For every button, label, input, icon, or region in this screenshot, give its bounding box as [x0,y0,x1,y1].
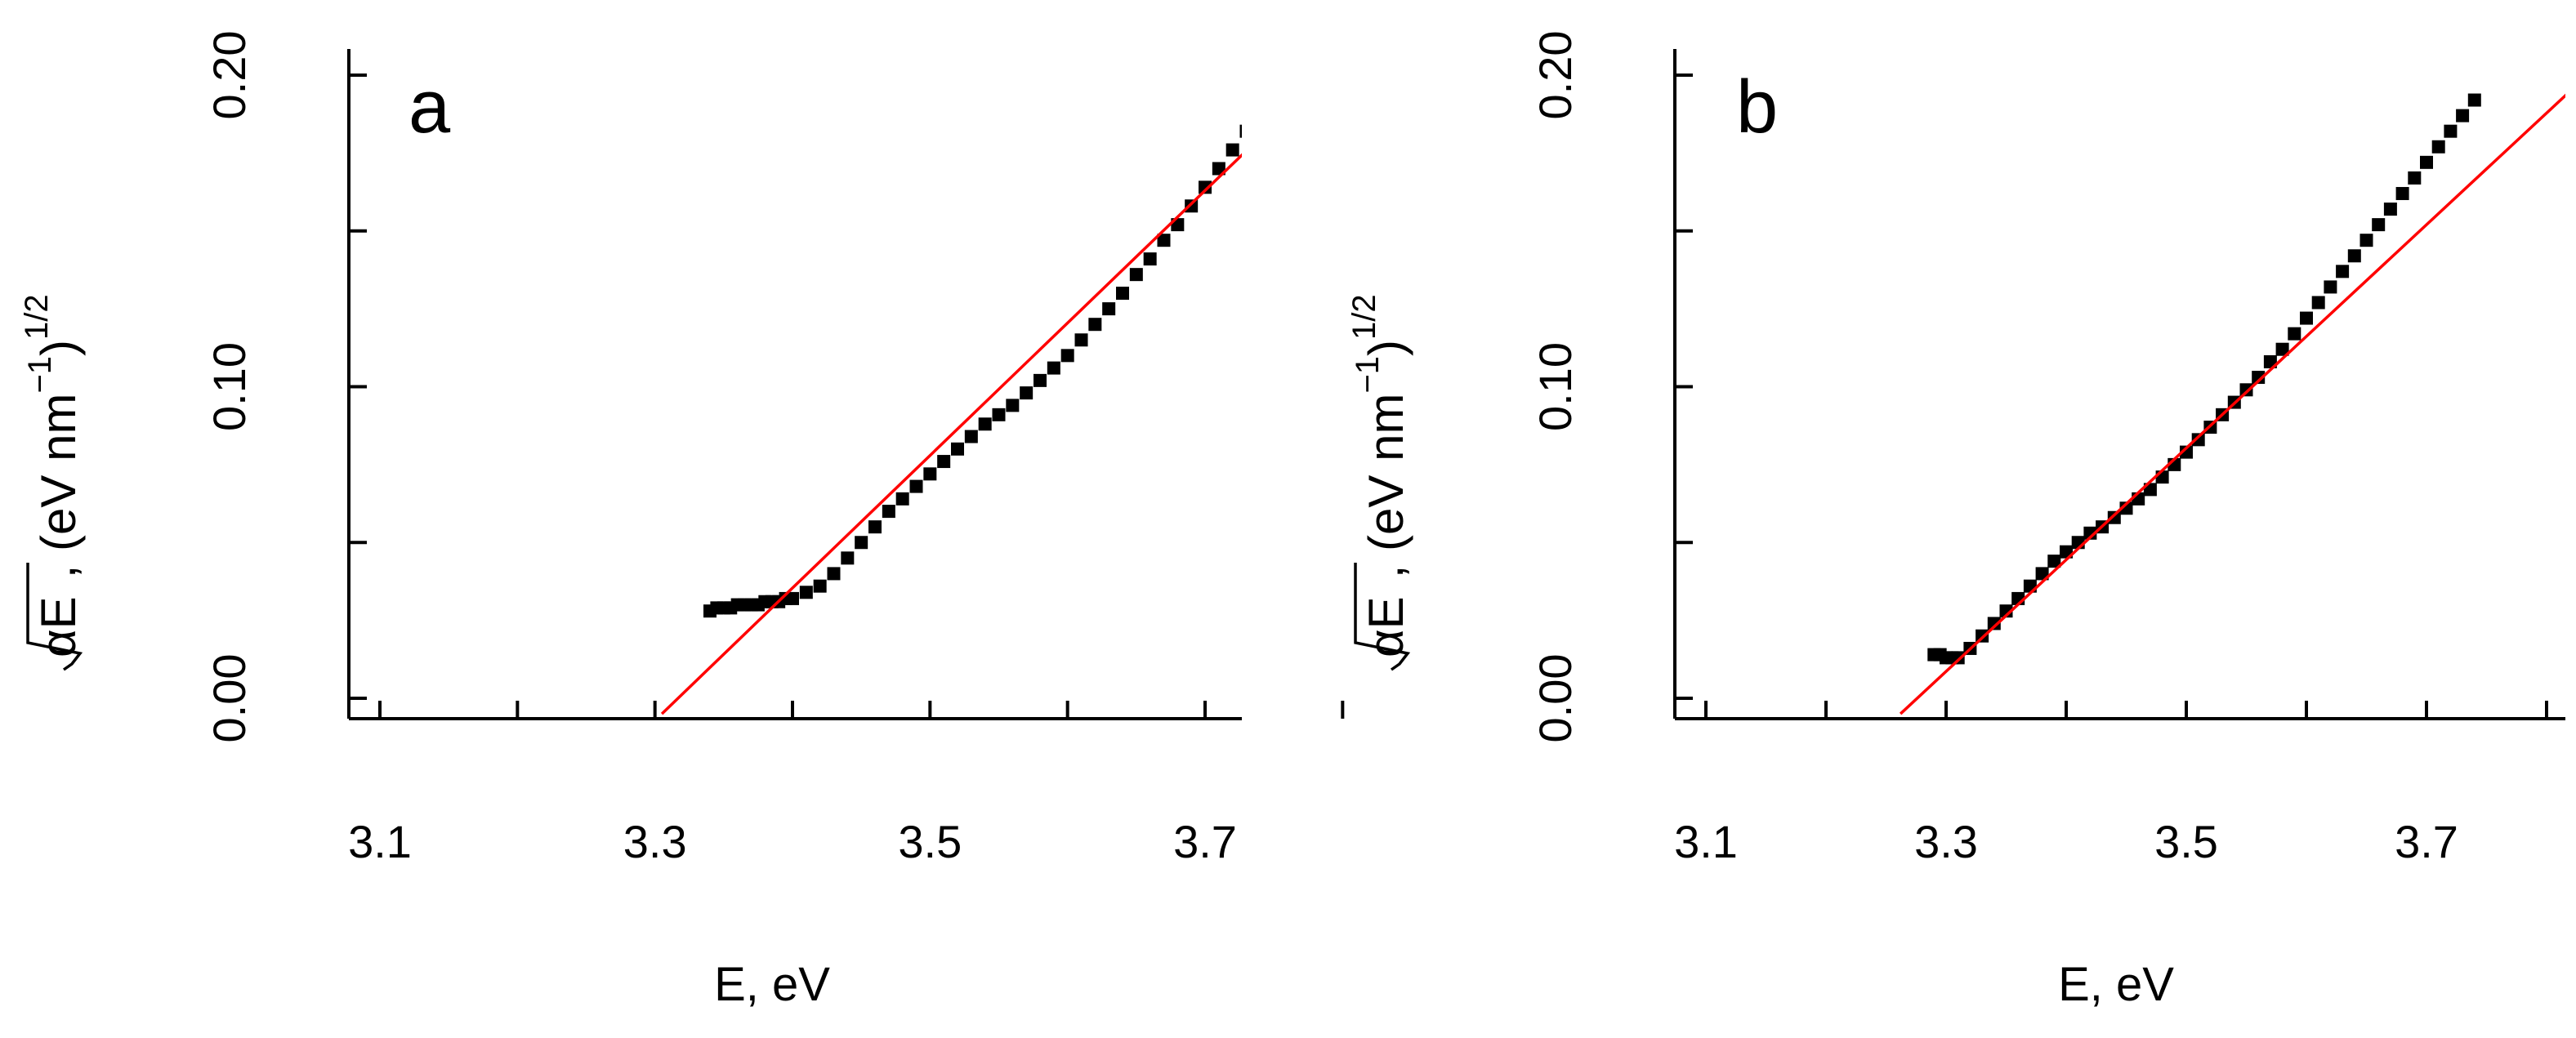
x-tick-label: 3.5 [898,816,962,867]
data-point [813,579,827,593]
data-point [951,442,964,456]
data-point [841,551,855,565]
data-point [2311,296,2325,310]
y-axis-title: αE, (eV nm−1)1/2 [1346,294,1413,671]
data-point [1047,361,1060,375]
data-point [937,455,951,469]
data-point [827,567,841,581]
data-point [2336,265,2350,278]
data-point [1157,234,1171,247]
data-point [2456,109,2470,123]
data-point [799,586,813,599]
data-point [2252,371,2266,385]
data-point [1281,69,1294,82]
data-point [1225,143,1239,157]
data-point [1060,349,1074,363]
data-point [1987,617,2001,630]
data-point [909,479,923,493]
data-point [1102,302,1116,316]
plot-area [1899,93,2565,715]
x-tick-label: 3.1 [1674,816,1738,867]
y-tick-label: 0.20 [1529,31,1581,120]
data-point [2420,155,2433,169]
x-tick-label: 3.1 [348,816,412,867]
data-point [2383,203,2397,216]
data-point [2395,186,2409,200]
data-point [855,536,868,550]
data-point [1088,318,1102,332]
y-tick-label: 0.20 [203,31,255,120]
data-point [2372,218,2386,232]
data-point [2035,567,2049,581]
data-point [2324,280,2337,294]
data-point [1253,106,1266,119]
y-tick-label: 0.00 [1529,654,1581,743]
data-point [2347,249,2361,263]
data-point [786,591,799,605]
y-tick-label: 0.10 [1529,342,1581,431]
y-axis-title-text: αE, (eV nm−1)1/2 [19,294,86,657]
data-point [1199,180,1212,194]
data-point [2359,234,2373,247]
data-point [2467,93,2481,107]
data-point [2083,526,2097,540]
data-point [923,467,937,481]
data-point [2300,311,2313,325]
plot-area [660,53,1308,715]
x-tick-label: 3.7 [2395,816,2458,867]
data-point [1143,252,1157,266]
data-point [992,408,1006,421]
y-tick-label: 0.10 [203,342,255,431]
data-point [964,430,978,443]
data-point [1295,53,1308,66]
chart-panel-a: 3.1 3.3 3.5 3.7 0.00 0.10 0.20 a E, eV αE, (eV nm… [19,31,1345,1011]
data-point [1212,162,1225,176]
data-point [2155,470,2169,484]
data-point [1006,399,1020,412]
x-tick-label: 3.7 [1173,816,1237,867]
data-point [2288,327,2301,341]
data-point [895,492,909,506]
data-point [2180,445,2193,459]
fit-line [660,153,1242,715]
data-point [1034,373,1047,387]
y-axis-title: αE, (eV nm−1)1/2 [19,294,86,671]
panel-label: b [1736,65,1778,149]
x-axis-title: E, eV [2058,958,2174,1011]
data-point [1267,87,1280,100]
data-point [1185,199,1199,213]
data-point [2119,501,2133,515]
fit-line [1899,93,2565,715]
data-point [1074,333,1088,347]
x-tick-label: 3.3 [1914,816,1978,867]
data-point [1129,268,1143,282]
data-point [2444,124,2458,138]
data-point [2107,510,2121,524]
chart-panel-b: 3.1 3.3 3.5 3.7 0.00 0.10 0.20 b E, eV αE, (eV nm… [1346,31,2565,1011]
radical-sign [26,563,83,671]
x-axis-title: E, eV [714,958,830,1011]
y-axis-title-text: αE, (eV nm−1)1/2 [1346,294,1413,657]
data-point [1951,651,1965,665]
data-point [2431,140,2445,154]
panel-label: a [408,65,451,149]
data-point [1239,124,1242,138]
data-point [1116,287,1129,301]
data-point [978,417,992,431]
data-point [1020,386,1034,400]
data-point [2275,342,2289,356]
data-point [2408,171,2422,185]
x-tick-label: 3.3 [623,816,687,867]
data-point [2239,383,2253,397]
data-point [2191,433,2205,447]
x-tick-label: 3.5 [2154,816,2218,867]
y-tick-label: 0.00 [203,654,255,743]
data-point [2047,555,2061,568]
radical-sign [1354,563,1411,671]
data-point [882,505,895,519]
data-point [868,520,882,534]
